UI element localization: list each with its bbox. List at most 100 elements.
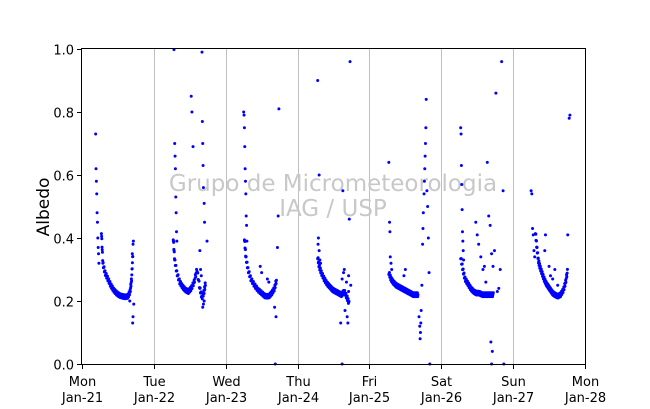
- data-point: [345, 294, 349, 298]
- y-tick-label: 1.0: [53, 44, 74, 59]
- data-point: [553, 268, 557, 271]
- data-point: [461, 267, 465, 271]
- data-point: [390, 268, 394, 271]
- data-point: [242, 126, 246, 130]
- data-point: [202, 201, 206, 205]
- data-point: [95, 211, 99, 215]
- data-point: [131, 242, 135, 246]
- data-point: [200, 297, 204, 301]
- data-point: [104, 271, 108, 275]
- y-axis: 0.0 0.2 0.4 0.6 0.8 1.0: [53, 44, 82, 374]
- data-point: [346, 321, 350, 325]
- data-point: [342, 271, 346, 275]
- data-point: [462, 271, 466, 275]
- y-tick-label: 0.8: [53, 107, 74, 122]
- data-point: [417, 315, 421, 319]
- x-tick-label-day: Thu: [285, 375, 310, 390]
- data-point: [201, 186, 205, 190]
- data-point: [243, 145, 247, 149]
- data-point: [344, 291, 348, 295]
- x-tick-label-date: Jan-24: [277, 391, 319, 406]
- data-point: [242, 110, 246, 114]
- data-point: [201, 294, 205, 298]
- data-point: [420, 283, 424, 287]
- data-point: [484, 280, 488, 284]
- x-tick-label-date: Jan-27: [492, 391, 534, 406]
- data-point: [190, 286, 194, 290]
- data-point: [344, 280, 348, 284]
- data-point: [490, 349, 494, 353]
- data-point: [549, 274, 553, 278]
- data-point: [242, 113, 246, 117]
- data-point: [199, 268, 203, 271]
- data-point: [205, 239, 209, 243]
- data-point: [487, 214, 491, 218]
- data-point: [203, 283, 207, 287]
- data-point: [543, 249, 547, 253]
- data-point: [95, 220, 99, 224]
- data-point: [258, 264, 262, 268]
- x-tick-label-date: Jan-22: [133, 391, 175, 406]
- data-point: [565, 275, 569, 279]
- data-point: [533, 255, 537, 259]
- data-point: [461, 249, 465, 253]
- data-point: [460, 230, 464, 234]
- data-point: [535, 245, 539, 249]
- data-point: [424, 97, 428, 101]
- data-point: [562, 288, 566, 292]
- data-point: [343, 308, 347, 312]
- data-point: [346, 297, 350, 301]
- data-point: [174, 195, 178, 199]
- x-tick-label-date: Jan-21: [61, 391, 103, 406]
- data-point: [275, 245, 279, 249]
- data-point: [387, 160, 391, 164]
- data-point: [418, 337, 422, 341]
- data-point: [244, 255, 248, 259]
- data-point: [416, 293, 420, 297]
- data-point: [244, 214, 248, 218]
- data-point: [423, 142, 427, 145]
- data-point: [348, 60, 352, 64]
- data-point: [189, 94, 193, 98]
- data-point: [534, 232, 538, 236]
- data-point: [101, 261, 105, 265]
- data-point: [530, 192, 534, 196]
- data-point: [321, 271, 325, 275]
- data-point: [176, 273, 180, 277]
- data-point: [347, 290, 351, 294]
- data-point: [322, 274, 326, 278]
- data-point: [130, 273, 134, 277]
- data-point: [260, 271, 264, 275]
- data-point: [247, 270, 251, 274]
- data-point: [531, 233, 535, 237]
- data-point: [99, 232, 103, 236]
- data-point: [532, 249, 536, 253]
- data-point: [174, 211, 178, 215]
- data-point: [418, 324, 422, 328]
- data-point: [100, 245, 104, 249]
- data-point: [274, 282, 278, 286]
- x-tick-label-day: Sat: [431, 375, 452, 390]
- data-point: [201, 302, 205, 306]
- data-point: [244, 192, 248, 196]
- data-point: [540, 270, 544, 274]
- data-point: [538, 264, 542, 268]
- data-point: [130, 267, 134, 271]
- data-point: [423, 154, 427, 158]
- data-point: [317, 173, 321, 177]
- data-point: [342, 268, 346, 271]
- data-point: [341, 189, 345, 193]
- data-point: [96, 236, 100, 240]
- data-point: [105, 274, 109, 278]
- data-point: [175, 269, 179, 273]
- data-point: [489, 340, 493, 344]
- data-point: [565, 271, 569, 275]
- data-point: [131, 255, 135, 259]
- data-point: [103, 269, 107, 273]
- data-point: [551, 277, 555, 281]
- data-point: [94, 132, 98, 136]
- data-point: [100, 250, 104, 254]
- data-point: [128, 290, 132, 294]
- data-point: [250, 277, 254, 281]
- x-tick-label-date: Jan-28: [564, 391, 606, 406]
